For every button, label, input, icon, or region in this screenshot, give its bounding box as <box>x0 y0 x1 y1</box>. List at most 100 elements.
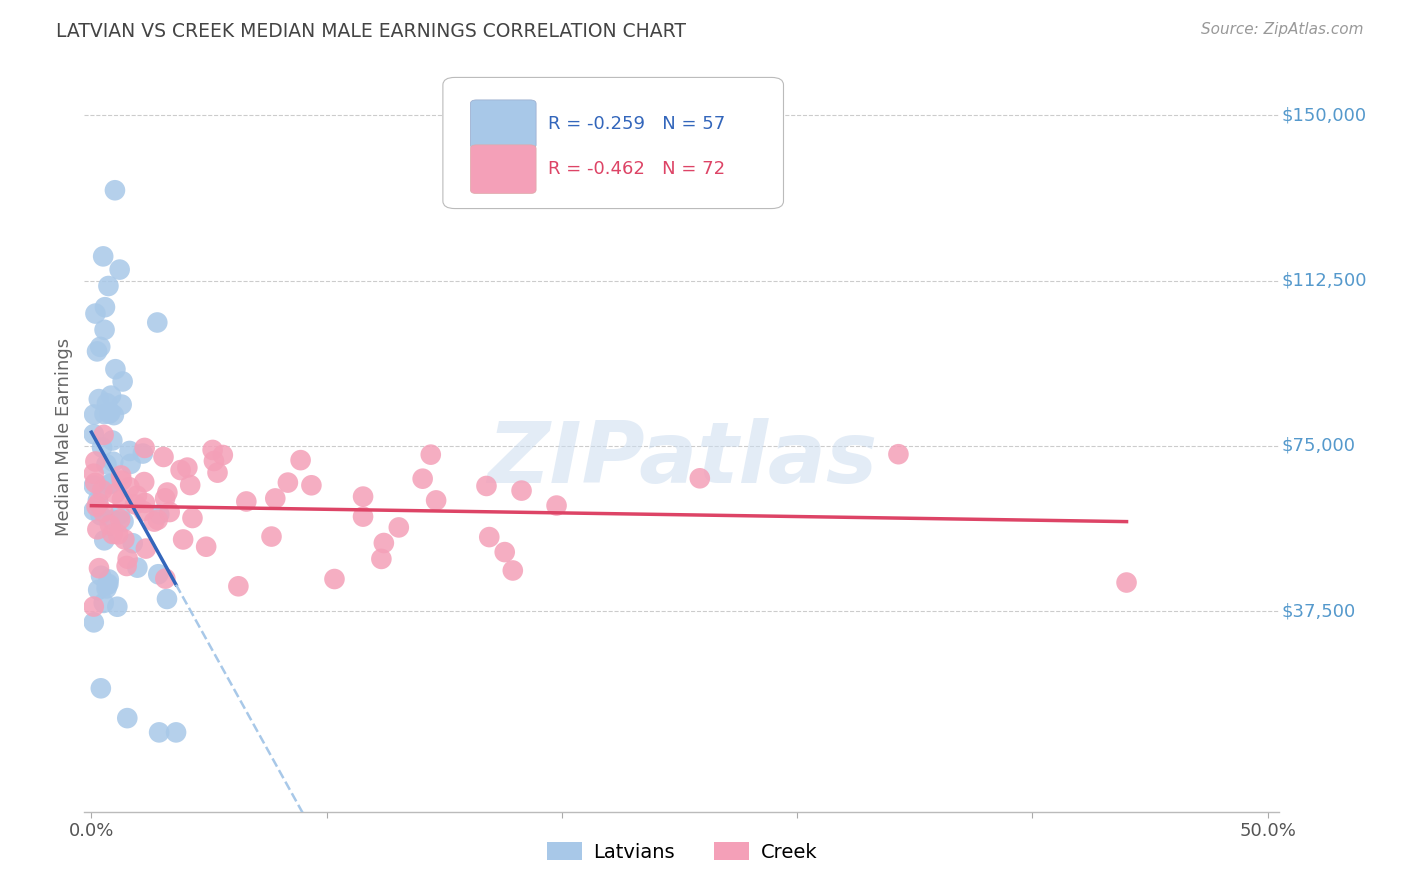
Y-axis label: Median Male Earnings: Median Male Earnings <box>55 338 73 536</box>
Point <box>111 375 134 389</box>
Point <box>412 472 434 486</box>
Point <box>96 396 118 410</box>
Point <box>264 491 287 506</box>
Point <box>181 511 204 525</box>
Point <box>352 490 374 504</box>
Point <box>107 527 129 541</box>
Point <box>93 533 115 548</box>
Legend: Latvians, Creek: Latvians, Creek <box>538 834 825 870</box>
Point <box>89 340 111 354</box>
Text: R = -0.259   N = 57: R = -0.259 N = 57 <box>548 115 725 133</box>
Point <box>98 407 121 421</box>
Point <box>110 468 132 483</box>
Point <box>148 508 170 522</box>
Point <box>124 498 146 512</box>
Point <box>117 711 139 725</box>
Point <box>91 483 114 497</box>
Point <box>159 505 181 519</box>
Point <box>260 530 283 544</box>
FancyBboxPatch shape <box>471 145 536 194</box>
Point <box>105 599 128 614</box>
Point <box>83 467 105 481</box>
Point <box>115 559 138 574</box>
Point <box>112 515 135 529</box>
Point <box>112 533 135 547</box>
Point <box>97 577 120 591</box>
Point <box>91 249 114 263</box>
Point <box>96 582 118 596</box>
Point <box>84 454 107 468</box>
Point <box>475 479 498 493</box>
Point <box>87 392 110 406</box>
Point <box>546 499 568 513</box>
Point <box>299 478 322 492</box>
Point <box>90 508 112 523</box>
Point <box>207 466 229 480</box>
Point <box>165 725 187 739</box>
Point <box>84 475 107 490</box>
Point <box>111 492 134 507</box>
Point <box>120 457 142 471</box>
Point <box>179 478 201 492</box>
Point <box>91 441 114 455</box>
Point <box>100 405 122 419</box>
Point <box>83 615 105 630</box>
Point <box>146 513 169 527</box>
FancyBboxPatch shape <box>471 100 536 149</box>
Point <box>117 551 139 566</box>
Point <box>90 568 112 582</box>
Point <box>96 458 118 472</box>
Point <box>103 455 125 469</box>
Point <box>152 450 174 464</box>
Point <box>104 486 127 500</box>
Point <box>887 447 910 461</box>
Point <box>97 573 120 587</box>
Point <box>111 474 134 488</box>
Point <box>494 545 516 559</box>
Point <box>104 183 127 197</box>
Point <box>156 591 179 606</box>
Point <box>87 496 110 510</box>
Point <box>155 572 177 586</box>
Point <box>103 408 125 422</box>
Point <box>148 567 170 582</box>
Point <box>419 448 441 462</box>
Point <box>83 427 105 442</box>
Point <box>104 362 127 376</box>
Point <box>118 444 141 458</box>
Text: Source: ZipAtlas.com: Source: ZipAtlas.com <box>1201 22 1364 37</box>
Point <box>98 518 121 533</box>
Point <box>101 527 124 541</box>
Point <box>146 316 169 330</box>
Point <box>83 503 105 517</box>
Point <box>86 522 108 536</box>
Point <box>91 505 114 519</box>
Point <box>97 279 120 293</box>
Point <box>156 485 179 500</box>
Point <box>98 477 121 491</box>
Point <box>323 572 346 586</box>
Point <box>101 434 124 448</box>
Point <box>101 513 124 527</box>
FancyBboxPatch shape <box>443 78 783 209</box>
Point <box>169 463 191 477</box>
Point <box>172 533 194 547</box>
Point <box>134 441 156 455</box>
Point <box>134 475 156 489</box>
Point <box>83 478 105 492</box>
Text: R = -0.462   N = 72: R = -0.462 N = 72 <box>548 161 725 178</box>
Point <box>502 564 524 578</box>
Point <box>83 408 105 422</box>
Point <box>132 504 155 518</box>
Point <box>108 262 131 277</box>
Point <box>108 512 131 526</box>
Point <box>235 494 257 508</box>
Point <box>86 344 108 359</box>
Point <box>125 489 148 503</box>
Point <box>93 407 115 421</box>
Point <box>228 579 250 593</box>
Point <box>689 471 711 485</box>
Point <box>135 541 157 556</box>
Text: LATVIAN VS CREEK MEDIAN MALE EARNINGS CORRELATION CHART: LATVIAN VS CREEK MEDIAN MALE EARNINGS CO… <box>56 22 686 41</box>
Point <box>202 454 225 468</box>
